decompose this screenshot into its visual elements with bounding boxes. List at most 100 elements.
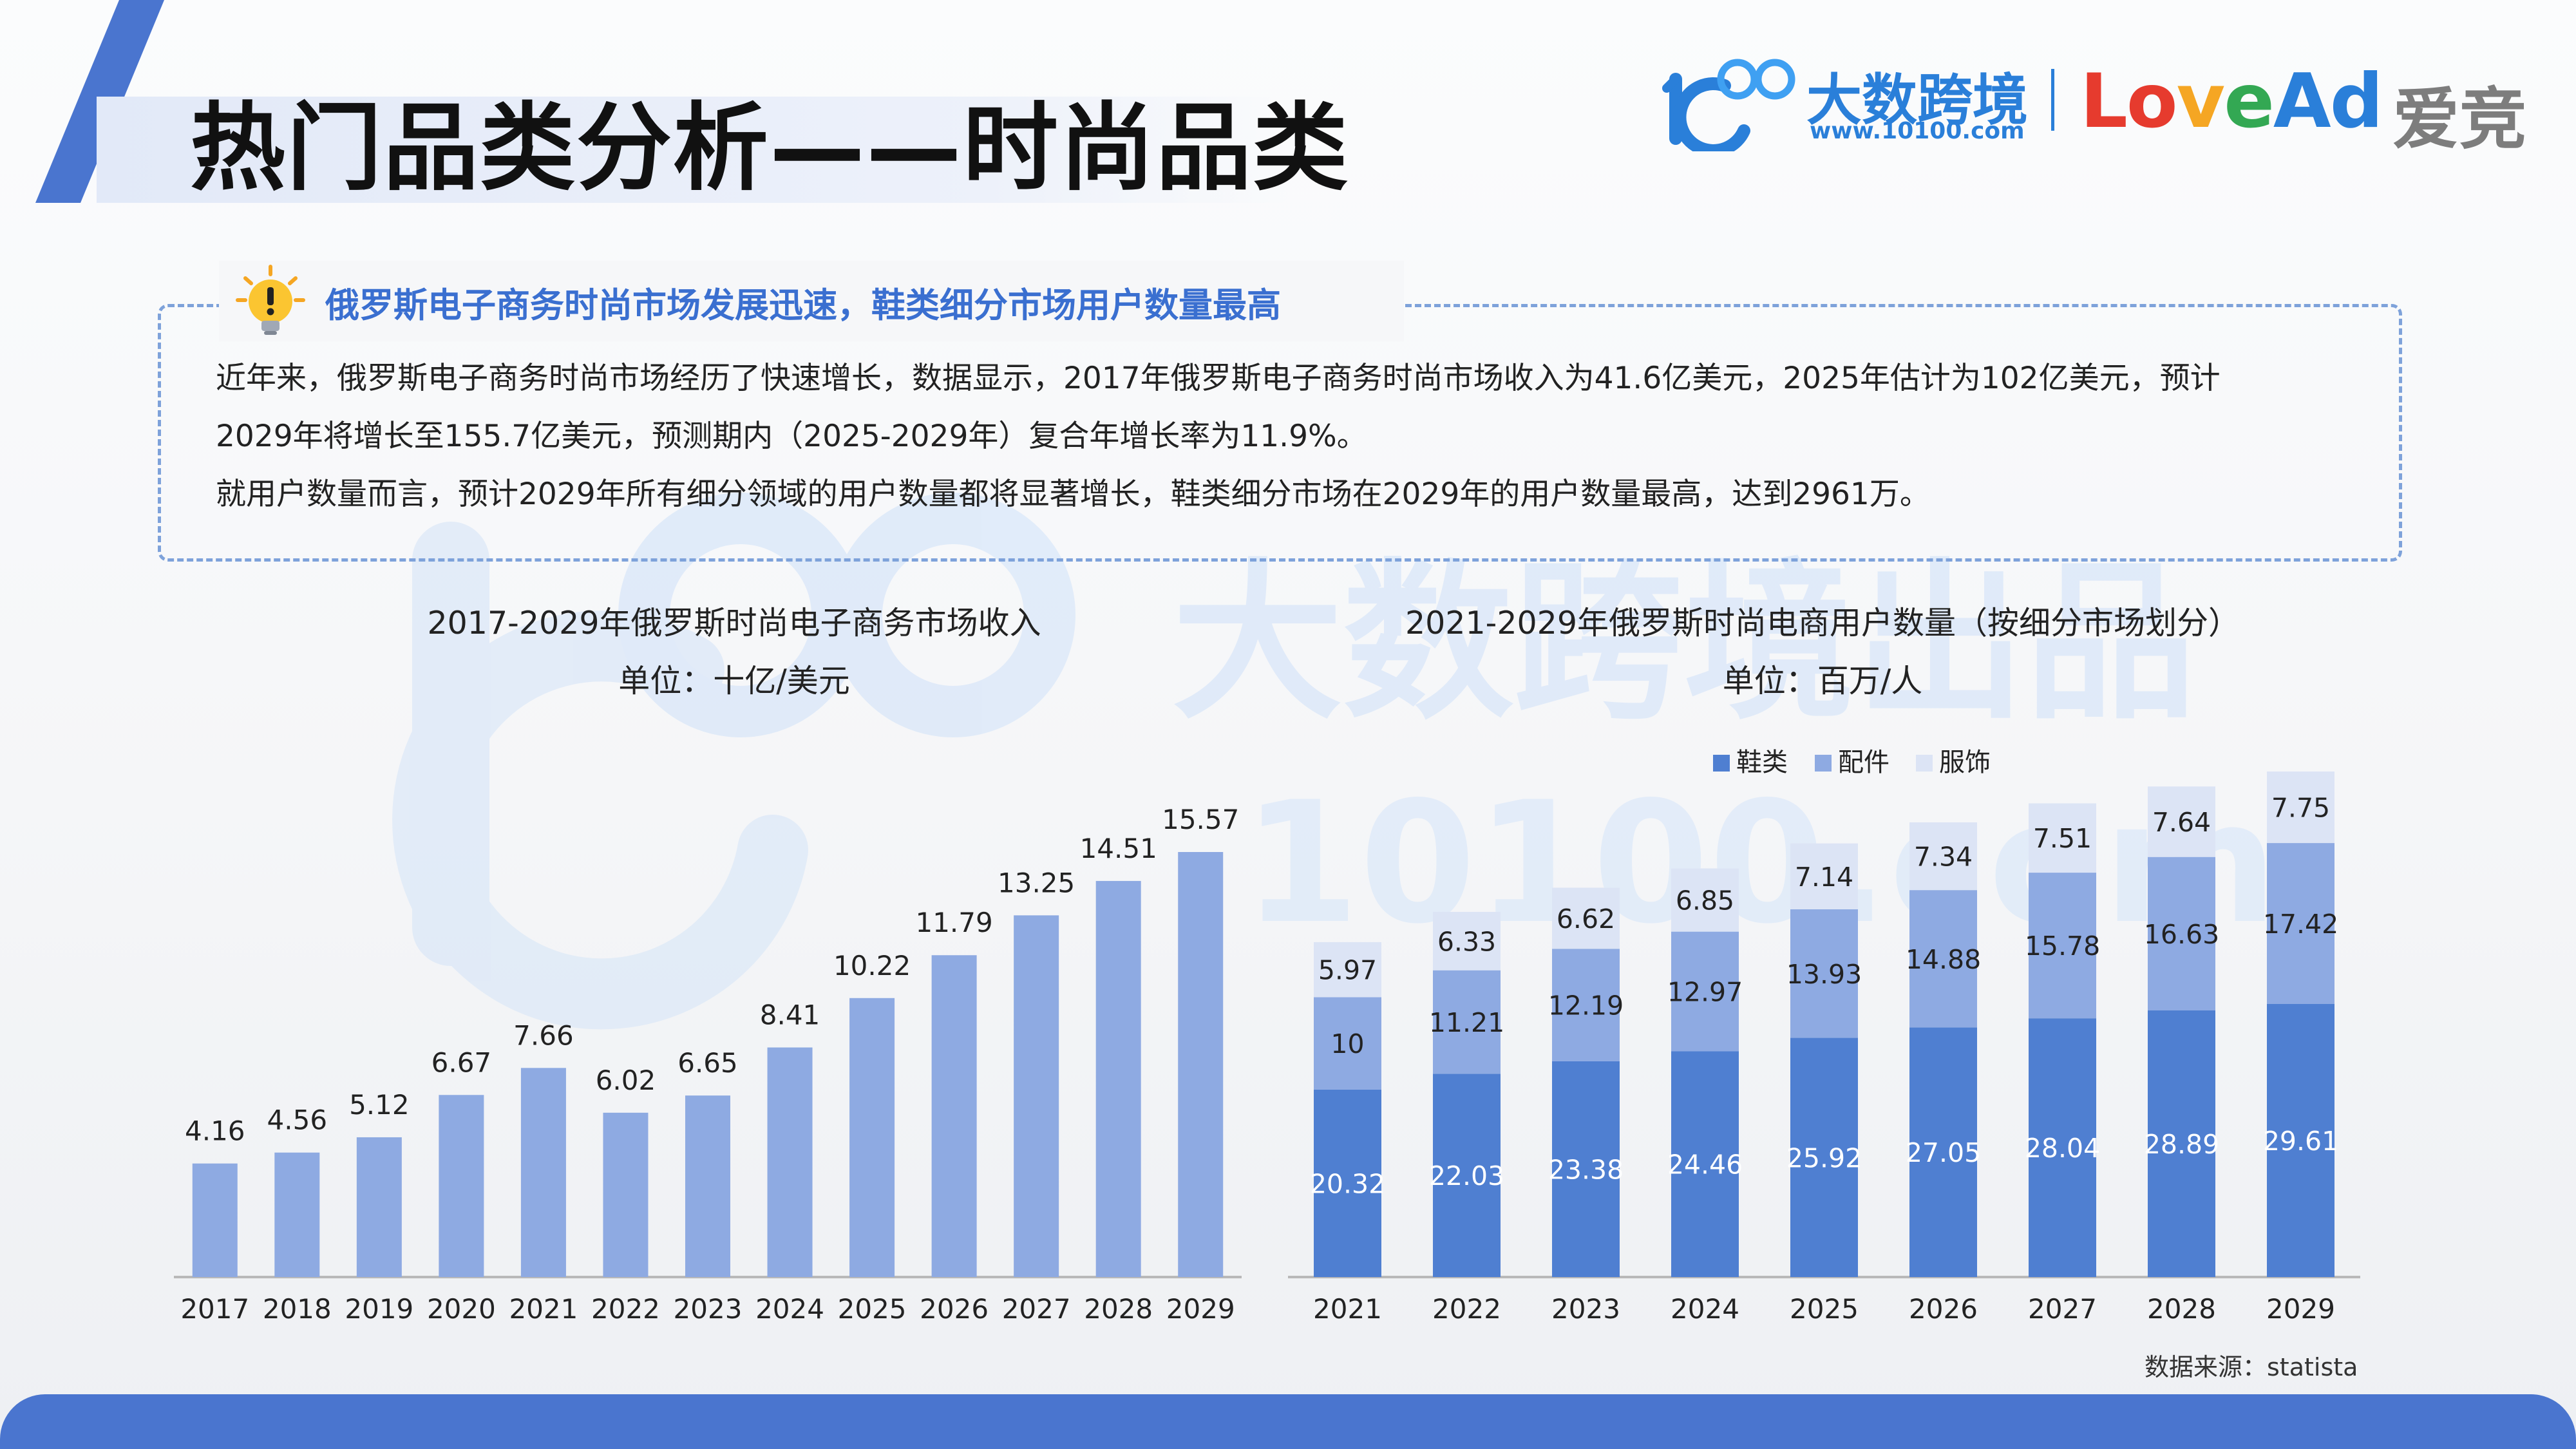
lightbulb-icon [236,265,305,335]
data-label: 24.46 [1667,1150,1743,1180]
data-label: 16.63 [2144,919,2219,950]
bar-segment [1433,1074,1501,1277]
x-tick-label: 2020 [427,1293,496,1325]
x-tick-label: 2029 [1166,1293,1235,1325]
bar [274,1152,320,1277]
data-label: 8.41 [760,999,820,1031]
bar [767,1047,813,1277]
x-tick-label: 2019 [345,1293,413,1325]
bar-segment [1552,949,1620,1061]
bar-segment [1671,931,1739,1052]
x-tick-label: 2025 [1790,1293,1859,1325]
bar-segment [1314,1089,1381,1277]
partner-logo-part: Ad [2273,58,2383,145]
bar-segment [2029,803,2096,873]
data-label: 28.89 [2144,1129,2219,1160]
bar-segment [2029,873,2096,1019]
x-tick-label: 2028 [1084,1293,1153,1325]
chart2-subtitle: 单位：百万/人 [1722,663,1923,699]
legend-label: 鞋类 [1736,748,1788,777]
bar [520,1068,566,1277]
bar [603,1112,649,1277]
data-label: 5.12 [349,1089,410,1121]
bar-segment [2148,857,2215,1011]
data-label: 7.66 [513,1019,574,1051]
data-label: 7.34 [1914,842,1973,873]
data-label: 7.51 [2033,823,2092,854]
partner-logo: LoveAd [2080,58,2383,145]
x-tick-label: 2026 [1909,1293,1978,1325]
data-label: 4.16 [185,1115,245,1147]
data-label: 5.97 [1318,955,1377,986]
data-label: 4.56 [267,1104,328,1136]
chart1-subtitle: 单位：十亿/美元 [618,663,850,699]
brand-logo-icon [1662,59,1795,151]
bar-segment [1790,843,1858,909]
data-label: 12.19 [1548,990,1624,1021]
data-label: 12.97 [1667,977,1743,1008]
data-label: 6.62 [1557,904,1615,934]
x-tick-label: 2026 [920,1293,989,1325]
data-label: 6.85 [1676,886,1734,916]
logo-divider [2051,69,2054,131]
bar-segment [1671,868,1739,932]
bar [685,1095,730,1277]
partner-logo-cn: 爱竞 [2392,80,2527,158]
data-label: 6.67 [431,1046,492,1078]
x-tick-label: 2022 [591,1293,660,1325]
data-label: 23.38 [1548,1154,1624,1185]
data-label: 6.65 [677,1047,738,1079]
data-label: 10.22 [833,950,911,981]
data-label: 20.32 [1310,1168,1385,1199]
highlight-paragraph: 2029年将增长至155.7亿美元，预测期内（2025-2029年）复合年增长率… [216,419,1367,454]
legend-swatch [1713,755,1730,772]
bar [1178,852,1224,1277]
x-tick-label: 2028 [2147,1293,2216,1325]
bar-segment [1433,911,1501,971]
x-tick-label: 2021 [509,1293,578,1325]
chart1-title: 2017-2029年俄罗斯时尚电子商务市场收入 [427,605,1041,641]
data-label: 22.03 [1429,1160,1504,1191]
data-label: 29.61 [2263,1126,2338,1157]
x-tick-label: 2023 [1551,1293,1620,1325]
bar-segment [1909,890,1977,1028]
data-label: 27.05 [1906,1137,1981,1168]
bar-segment [2148,786,2215,857]
data-label: 11.79 [915,907,992,938]
bar [931,955,977,1277]
bar-segment [1552,887,1620,949]
x-tick-label: 2023 [674,1293,743,1325]
highlight-paragraph: 就用户数量而言，预计2029年所有细分领域的用户数量都将显著增长，鞋类细分市场在… [216,477,1930,512]
partner-logo-part: Lo [2080,58,2178,145]
data-label: 14.88 [1906,944,1981,975]
chart2-title: 2021-2029年俄罗斯时尚电商用户数量（按细分市场划分） [1405,605,2240,641]
x-tick-label: 2022 [1432,1293,1501,1325]
data-label: 15.78 [2025,931,2100,961]
data-label: 7.75 [2271,793,2330,824]
bar [849,998,895,1277]
bar [192,1163,238,1277]
data-label: 7.14 [1795,862,1853,893]
data-label: 13.93 [1786,959,1862,990]
partner-logo-part: e [2224,58,2275,145]
bar-segment [1909,1027,1977,1277]
bar-segment [1314,942,1381,998]
header-logos: 大数跨境 www.10100.com LoveAd 爱竞 [1662,55,2537,158]
highlight-header-bg [219,261,1404,341]
x-tick-label: 2025 [838,1293,907,1325]
bar-segment [2148,1010,2215,1277]
x-tick-label: 2024 [1671,1293,1739,1325]
bar-segment [1790,1037,1858,1277]
brand-name: 大数跨境 [1806,68,2028,133]
highlight-title: 俄罗斯电子商务时尚市场发展迅速，鞋类细分市场用户数量最高 [325,286,1281,325]
title-band [97,97,1288,203]
legend-label: 配件 [1838,748,1889,777]
data-label: 28.04 [2025,1133,2100,1164]
footer-band [0,1394,2576,1449]
partner-logo-part: v [2176,58,2226,145]
data-label: 10 [1331,1028,1364,1059]
page-title: 热门品类分析——时尚品类 [190,93,1349,204]
bar-segment [2267,843,2334,1004]
